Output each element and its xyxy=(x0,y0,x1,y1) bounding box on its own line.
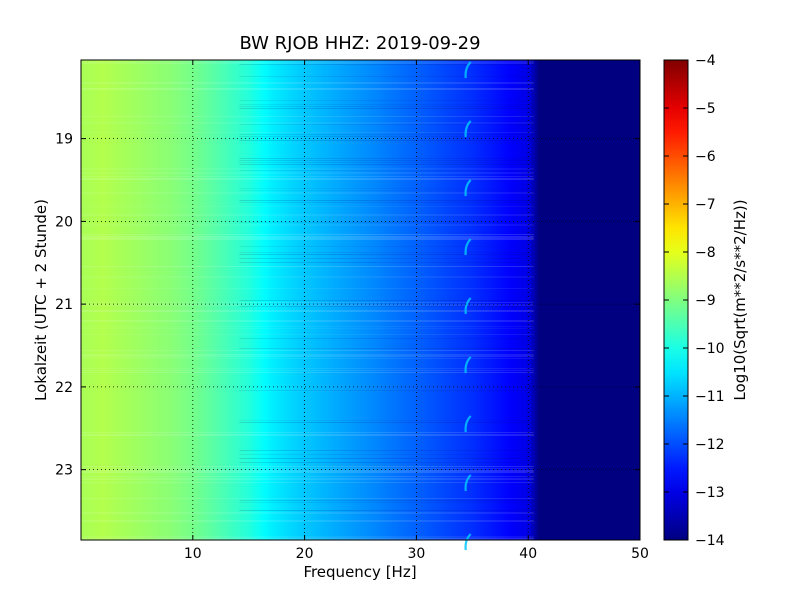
chart-title: BW RJOB HHZ: 2019-09-29 xyxy=(239,33,480,54)
colorbar: −4 −5 −6 −7 −8 −9 −10 −11 −12 −13 −14 xyxy=(663,53,725,549)
colorbar-tick-label: −13 xyxy=(695,485,725,501)
colorbar-tick-label: −5 xyxy=(695,101,716,117)
grid-lines xyxy=(81,60,640,540)
colorbar-tick-label: −11 xyxy=(695,389,725,405)
spectrogram-texture xyxy=(81,60,534,540)
y-axis-label: Lokalzeit (UTC + 2 Stunde) xyxy=(32,199,50,401)
spectral-peak-line xyxy=(464,61,472,551)
x-axis: 10 20 30 40 50 xyxy=(184,60,649,562)
x-tick-label: 30 xyxy=(407,546,425,562)
plot-area xyxy=(80,59,641,551)
x-tick-label: 40 xyxy=(519,546,537,562)
colorbar-tick-label: −6 xyxy=(695,149,716,165)
y-tick-label: 19 xyxy=(55,132,73,148)
colorbar-tick-label: −9 xyxy=(695,293,716,309)
plot-frame xyxy=(80,59,641,541)
colorbar-tick-label: −14 xyxy=(695,533,725,549)
spectrogram-image xyxy=(81,60,640,540)
x-tick-label: 20 xyxy=(296,546,314,562)
colorbar-label: Log10(Sqrt(m**2/s**2/Hz)) xyxy=(731,199,749,400)
y-tick-label: 21 xyxy=(55,297,73,313)
colorbar-tick-label: −7 xyxy=(695,197,716,213)
y-tick-label: 22 xyxy=(55,380,73,396)
y-axis: 19 20 21 22 23 xyxy=(55,132,640,479)
y-tick-label: 20 xyxy=(55,214,73,230)
colorbar-tick-label: −8 xyxy=(695,245,716,261)
x-tick-label: 50 xyxy=(631,546,649,562)
y-tick-label: 23 xyxy=(55,463,73,479)
x-tick-label: 10 xyxy=(184,546,202,562)
colorbar-tick-label: −12 xyxy=(695,437,725,453)
x-axis-label: Frequency [Hz] xyxy=(303,563,416,581)
colorbar-tick-label: −10 xyxy=(695,341,725,357)
colorbar-tick-label: −4 xyxy=(695,53,716,69)
